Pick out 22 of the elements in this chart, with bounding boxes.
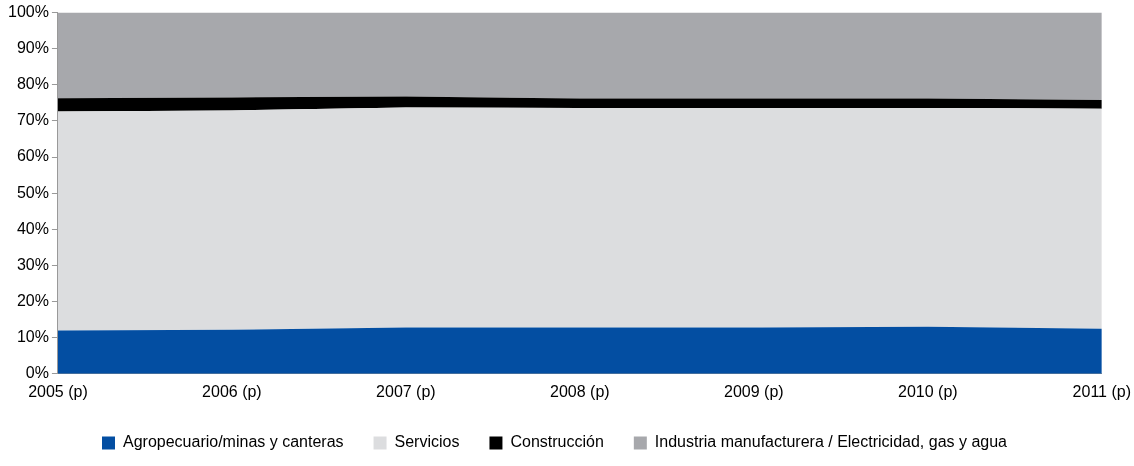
y-tick-label: 60%	[16, 147, 49, 165]
legend-label: Agropecuario/minas y canteras	[122, 433, 344, 451]
x-tick-label: 2005 (p)	[28, 382, 88, 400]
x-tick-label: 2006 (p)	[202, 382, 262, 400]
y-tick-label: 10%	[16, 328, 49, 346]
y-tick-label: 70%	[16, 111, 49, 129]
y-tick-label: 100%	[8, 3, 49, 21]
legend-label: Construcción	[510, 433, 604, 451]
x-tick-label: 2010 (p)	[898, 382, 958, 400]
y-tick-label: 50%	[16, 183, 49, 201]
x-tick-label: 2011 (p)	[1072, 382, 1131, 400]
x-tick-label: 2007 (p)	[376, 382, 436, 400]
y-tick-label: 30%	[16, 255, 49, 273]
y-tick-label: 90%	[16, 39, 49, 57]
y-tick-label: 40%	[16, 219, 49, 237]
legend-label: Servicios	[394, 433, 460, 451]
legend-label: Industria manufacturera / Electricidad, gas y agua	[654, 433, 1008, 451]
x-tick-label: 2009 (p)	[724, 382, 784, 400]
y-tick-label: 20%	[16, 291, 49, 309]
x-tick-label: 2008 (p)	[550, 382, 610, 400]
y-tick-label: 80%	[16, 75, 49, 93]
y-tick-label: 0%	[25, 364, 49, 382]
